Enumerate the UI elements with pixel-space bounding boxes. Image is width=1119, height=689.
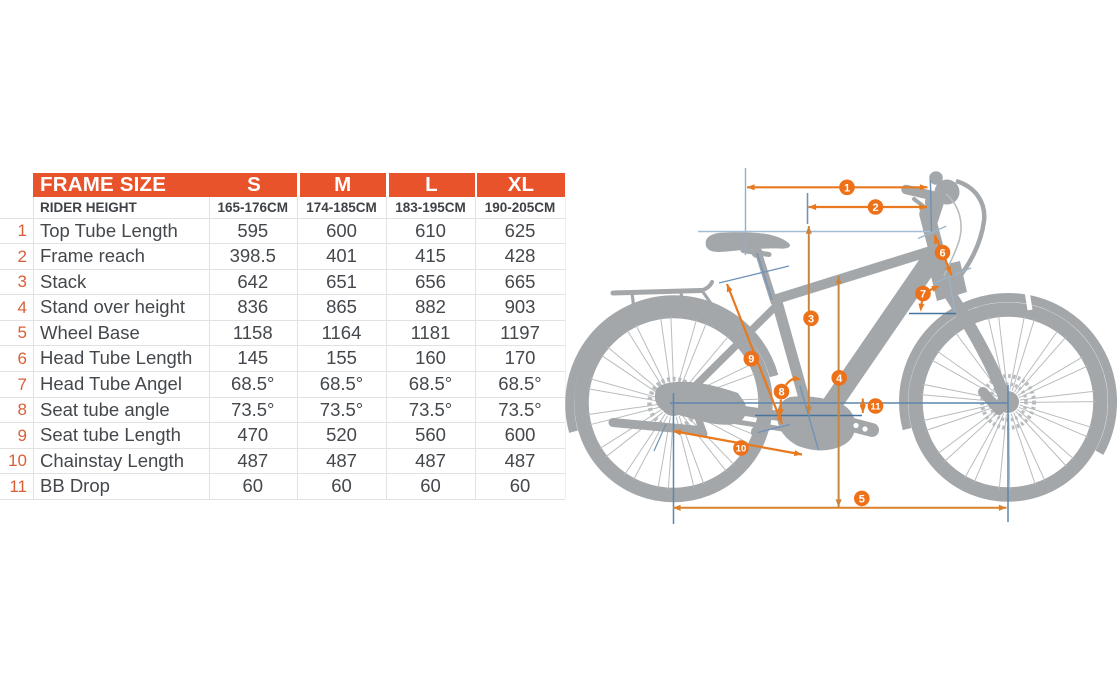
svg-text:1: 1 bbox=[844, 182, 850, 194]
svg-text:2: 2 bbox=[872, 202, 878, 214]
svg-text:7: 7 bbox=[920, 289, 926, 301]
svg-text:8: 8 bbox=[778, 387, 784, 399]
svg-text:10: 10 bbox=[736, 443, 747, 454]
svg-text:6: 6 bbox=[939, 248, 945, 260]
svg-text:11: 11 bbox=[870, 401, 881, 412]
svg-text:5: 5 bbox=[859, 493, 865, 505]
svg-text:3: 3 bbox=[808, 313, 814, 325]
svg-text:4: 4 bbox=[836, 373, 843, 385]
svg-text:9: 9 bbox=[748, 354, 754, 366]
